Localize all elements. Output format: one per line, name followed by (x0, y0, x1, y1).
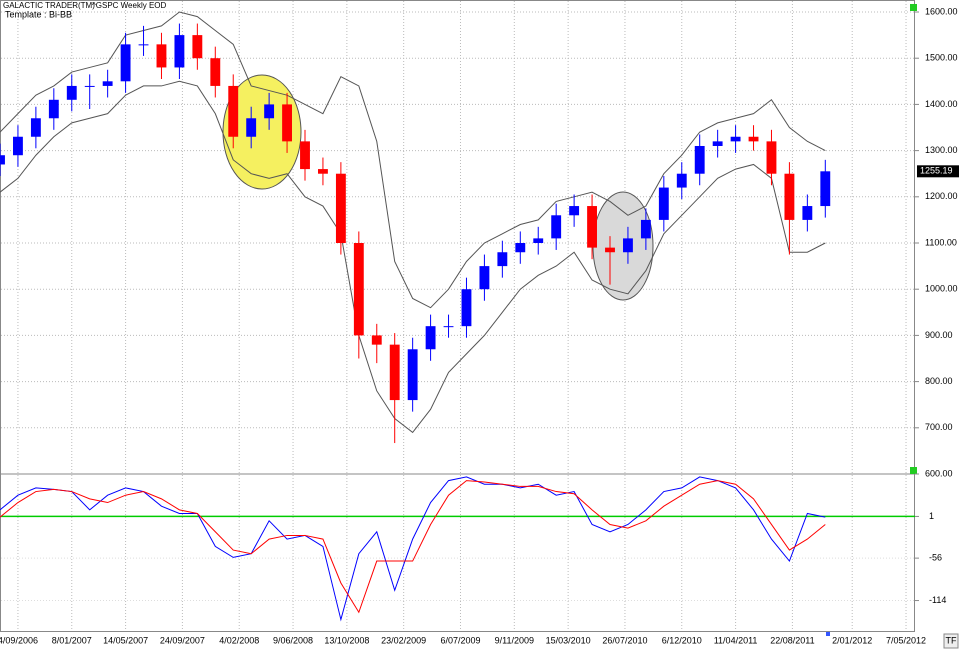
corner-button-label[interactable]: TF (946, 635, 957, 645)
candle-body (407, 349, 418, 401)
marker-blue (826, 632, 830, 636)
y-tick-label: 1200.00 (925, 191, 958, 201)
band-upper (0, 11, 826, 309)
x-tick-label: 2/01/2012 (832, 635, 872, 645)
y-tick-label: 1100.00 (925, 237, 957, 247)
indicator-line (0, 480, 826, 614)
candle-body (784, 173, 795, 220)
x-tick-label: 6/07/2009 (440, 635, 480, 645)
candle-body (30, 118, 41, 137)
candle-body (300, 141, 310, 170)
candle-body (515, 243, 526, 253)
candle-body (766, 141, 777, 174)
candle-body (264, 104, 275, 119)
x-tick-label: 22/08/2011 (770, 635, 814, 645)
candle-body (479, 266, 490, 290)
candle-body (640, 219, 651, 239)
candle-body (443, 326, 454, 328)
marker-green (910, 4, 917, 11)
candle-body (533, 238, 544, 244)
x-tick-label: 4/02/2008 (219, 635, 259, 645)
x-tick-label: 13/10/2008 (324, 635, 369, 645)
y-tick-label: 1500.00 (925, 53, 958, 63)
x-tick-label: 24/09/2007 (160, 635, 205, 645)
y-tick-label: 1300.00 (925, 145, 958, 155)
corner-button[interactable] (943, 633, 959, 649)
y-tick-label: 1600.00 (925, 6, 958, 16)
last-price-label: 1255.19 (920, 166, 953, 176)
candle-body (335, 173, 346, 244)
candle-body (605, 247, 615, 253)
y-tick-label: 1 (929, 511, 934, 521)
candle-body (13, 136, 23, 156)
y-tick-label: 800.00 (925, 376, 953, 386)
candle-body (156, 44, 167, 68)
x-tick-label: 8/01/2007 (52, 635, 92, 645)
candle-body (174, 35, 185, 68)
candle-body (138, 44, 149, 46)
y-tick-label: 700.00 (925, 422, 953, 432)
candle-body (658, 187, 669, 220)
candle-body (84, 85, 95, 87)
x-tick-label: 11/04/2011 (714, 635, 758, 645)
highlight-gray (592, 191, 654, 301)
x-tick-label: 4/09/2006 (0, 635, 38, 645)
candle-body (712, 141, 723, 146)
candle-body (623, 238, 633, 253)
last-price-box (917, 165, 959, 178)
candle-body (569, 206, 580, 216)
candle-body (461, 289, 472, 327)
candle-body (802, 206, 813, 220)
title: GALACTIC TRADER(TM) (3, 1, 95, 10)
x-tick-label: 9/11/2009 (495, 635, 534, 645)
y-tick-label: 1400.00 (925, 99, 958, 109)
candle-body (102, 81, 113, 86)
candle-body (0, 155, 5, 165)
candle-body (210, 58, 221, 86)
y-tick-label: 900.00 (925, 330, 953, 340)
candle-body (282, 104, 292, 142)
x-tick-label: 9/06/2008 (273, 635, 313, 645)
x-tick-label: 6/12/2010 (662, 635, 702, 645)
candle-body (353, 243, 364, 336)
candle-body (551, 215, 562, 239)
candle-body (730, 136, 741, 142)
y-tick-label: 600.00 (925, 468, 953, 478)
y-tick-label: 1000.00 (925, 284, 958, 294)
candle-body (676, 173, 687, 188)
candle-body (318, 169, 328, 174)
candle-body (425, 326, 436, 350)
candle-body (66, 85, 77, 100)
candle-body (694, 145, 705, 174)
candle-body (748, 136, 759, 142)
candle-body (48, 99, 59, 119)
marker-green (910, 467, 917, 474)
y-tick-label: -56 (929, 552, 942, 562)
x-tick-label: 26/07/2010 (602, 635, 647, 645)
template-label: Template : Bi-BB (5, 9, 72, 19)
x-tick-label: 7/05/2012 (886, 635, 926, 645)
y-tick-label: -114 (929, 595, 946, 605)
candle-body (371, 335, 382, 345)
subtitle: ^GSPC Weekly EOD (92, 1, 167, 10)
candle-body (246, 118, 257, 137)
candle-body (389, 344, 400, 401)
band-lower (0, 80, 826, 434)
candle-body (587, 206, 597, 248)
x-tick-label: 15/03/2010 (546, 635, 591, 645)
candle-body (820, 171, 831, 207)
x-tick-label: 14/05/2007 (103, 635, 148, 645)
indicator-line (0, 476, 826, 622)
plot-frame (0, 0, 915, 632)
x-tick-label: 23/02/2009 (381, 635, 426, 645)
highlight-yellow (222, 74, 302, 190)
candle-body (192, 35, 203, 59)
candle-body (228, 85, 239, 137)
candle-body (120, 44, 131, 82)
candle-body (497, 252, 508, 267)
